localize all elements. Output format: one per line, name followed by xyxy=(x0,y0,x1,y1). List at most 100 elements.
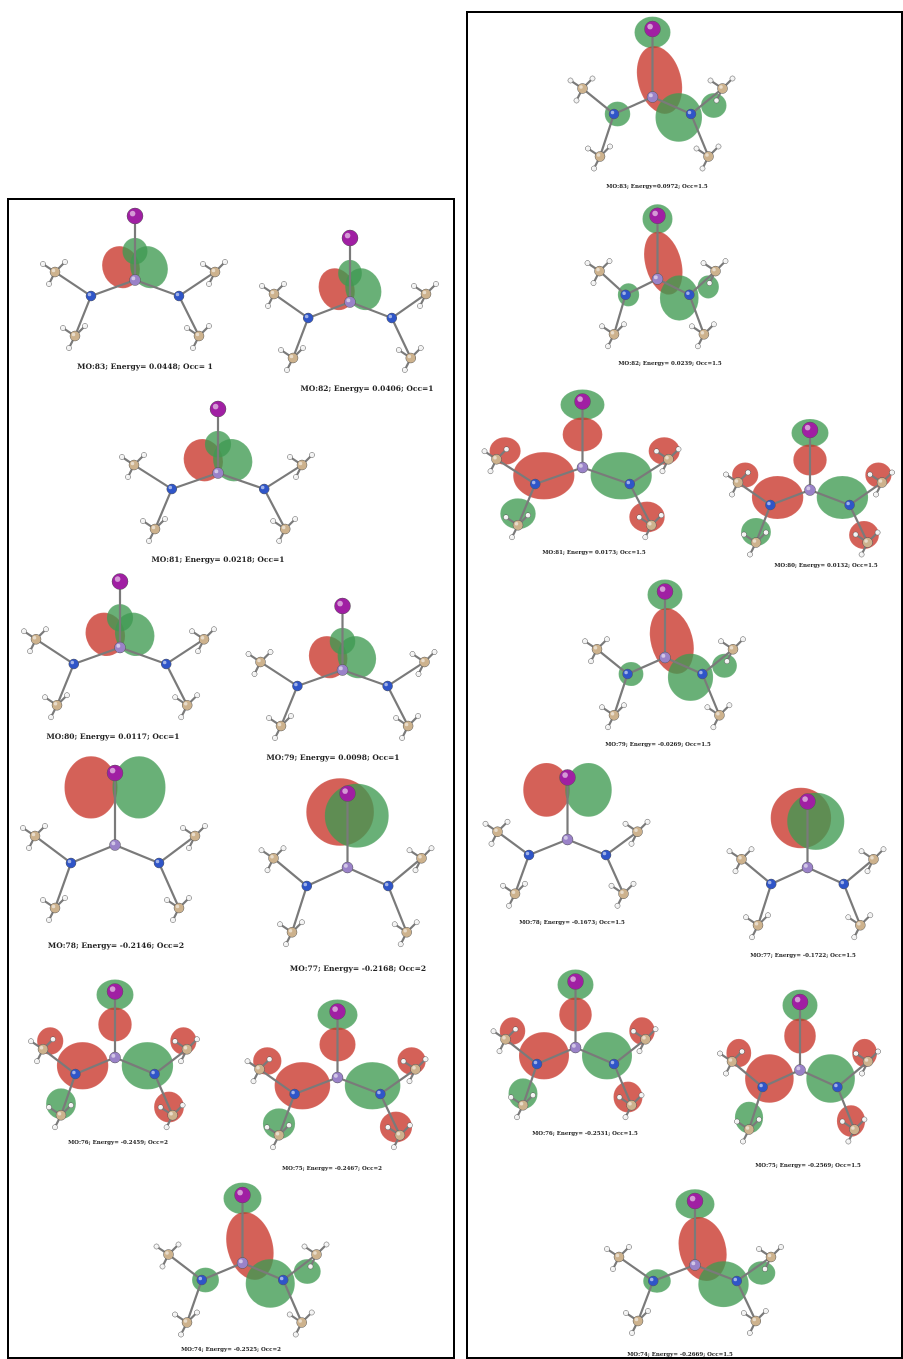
orbital-caption-right-mo83: MO:83; Energy=0.0972; Occ=1.5 xyxy=(606,184,708,190)
carbon-atom xyxy=(613,1251,625,1263)
bond xyxy=(652,95,692,116)
bond xyxy=(613,95,653,116)
hydrogen-atom xyxy=(170,917,176,923)
hydrogen-atom xyxy=(172,1038,178,1045)
hydrogen-atom xyxy=(726,702,733,709)
hydrogen-atom xyxy=(636,1048,643,1055)
bond xyxy=(581,87,615,115)
hydrogen-atom xyxy=(629,1330,635,1336)
hydrogen-atom xyxy=(567,77,574,84)
carbon-atom xyxy=(405,352,417,364)
carbon-atom xyxy=(49,266,61,278)
hydrogen-atom xyxy=(599,704,605,711)
bond xyxy=(133,464,173,490)
nitrogen-atom xyxy=(173,290,185,302)
bond xyxy=(171,471,219,491)
hydrogen-atom xyxy=(707,77,714,84)
bond xyxy=(242,1261,284,1282)
bond xyxy=(613,1038,647,1065)
hydrogen-atom xyxy=(717,1050,723,1057)
hydrogen-atom xyxy=(584,260,591,266)
iodine-atom xyxy=(209,400,227,418)
hydrogen-atom xyxy=(636,514,643,521)
hydrogen-atom xyxy=(200,261,206,267)
hydrogen-atom xyxy=(653,448,660,455)
carbon-atom xyxy=(626,1100,637,1111)
hydrogen-atom xyxy=(190,345,196,351)
bond xyxy=(277,1093,296,1136)
hydrogen-atom xyxy=(159,1263,166,1270)
orbital-lobe xyxy=(293,1259,321,1284)
orbital-image-right-mo82 xyxy=(584,204,729,350)
hydrogen-atom xyxy=(763,529,769,536)
hydrogen-atom xyxy=(179,1102,186,1109)
hydrogen-atom xyxy=(266,1056,273,1063)
hydrogen-atom xyxy=(604,1246,610,1252)
iodine-atom xyxy=(234,1186,251,1204)
nitrogen-atom xyxy=(757,1081,768,1093)
bond xyxy=(119,646,167,666)
orbital-image-left-mo75 xyxy=(244,999,429,1151)
phosphorus-atom xyxy=(569,1041,582,1054)
hydrogen-atom xyxy=(184,325,190,331)
hydrogen-atom xyxy=(288,713,294,719)
nitrogen-atom xyxy=(529,478,541,490)
bond xyxy=(153,1048,188,1075)
carbon-atom xyxy=(608,329,620,340)
bond xyxy=(513,854,531,895)
carbon-atom xyxy=(765,1251,777,1263)
hydrogen-atom xyxy=(400,1058,407,1065)
orbital-lobe xyxy=(655,93,702,142)
nitrogen-atom xyxy=(684,289,695,301)
hydrogen-atom xyxy=(422,1056,429,1063)
nitrogen-atom xyxy=(375,1088,386,1100)
bond xyxy=(263,488,287,530)
bond xyxy=(391,293,427,319)
hydrogen-atom xyxy=(264,867,271,874)
hydrogen-atom xyxy=(206,323,212,329)
nitrogen-atom xyxy=(301,880,313,892)
iodine-atom xyxy=(791,993,809,1011)
hydrogen-atom xyxy=(652,1026,659,1033)
orbital-caption-right-mo74: MO:74; Energy= -0.2669; Occ=1.5 xyxy=(627,1352,733,1358)
hydrogen-atom xyxy=(689,323,695,330)
carbon-atom xyxy=(509,888,521,899)
hydrogen-atom xyxy=(391,921,398,928)
bond xyxy=(762,1068,801,1089)
hydrogen-atom xyxy=(244,1058,251,1065)
carbon-atom xyxy=(632,826,643,837)
left-panel-frame xyxy=(7,198,455,1359)
orbital-image-left-mo79 xyxy=(245,597,438,741)
nitrogen-atom xyxy=(382,680,393,692)
hydrogen-atom xyxy=(172,694,179,701)
carbon-atom xyxy=(743,1124,755,1135)
hydrogen-atom xyxy=(164,897,170,903)
bond xyxy=(612,673,629,716)
hydrogen-atom xyxy=(723,471,729,478)
hydrogen-atom xyxy=(385,1124,391,1131)
iodine-atom xyxy=(341,229,359,247)
orbital-lobe xyxy=(513,452,575,500)
hydrogen-atom xyxy=(284,367,290,373)
bond xyxy=(90,278,136,298)
carbon-atom xyxy=(311,1249,322,1260)
hydrogen-atom xyxy=(718,638,724,645)
bond xyxy=(701,673,721,716)
nitrogen-atom xyxy=(302,312,314,324)
hydrogen-atom xyxy=(46,281,52,287)
nitrogen-atom xyxy=(765,878,777,890)
hydrogen-atom xyxy=(606,258,613,264)
hydrogen-atom xyxy=(861,1116,868,1123)
orbital-caption-left-mo75: MO:75; Energy= -0.2467; Occ=2 xyxy=(282,1166,382,1172)
bond xyxy=(848,504,869,543)
hydrogen-atom xyxy=(48,714,54,721)
carbon-atom xyxy=(29,830,41,842)
hydrogen-atom xyxy=(506,902,512,909)
hydrogen-atom xyxy=(605,343,611,350)
iodine-atom xyxy=(334,597,351,615)
iodine-atom xyxy=(656,583,674,600)
hydrogen-atom xyxy=(509,534,515,541)
bond xyxy=(73,295,93,337)
hydrogen-atom xyxy=(206,281,212,287)
hydrogen-atom xyxy=(732,868,739,875)
